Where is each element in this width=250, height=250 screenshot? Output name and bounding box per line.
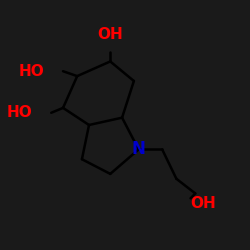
Text: OH: OH xyxy=(190,196,216,211)
Text: OH: OH xyxy=(98,27,123,42)
Text: HO: HO xyxy=(6,105,32,120)
Text: HO: HO xyxy=(18,64,44,79)
Text: N: N xyxy=(132,140,145,158)
